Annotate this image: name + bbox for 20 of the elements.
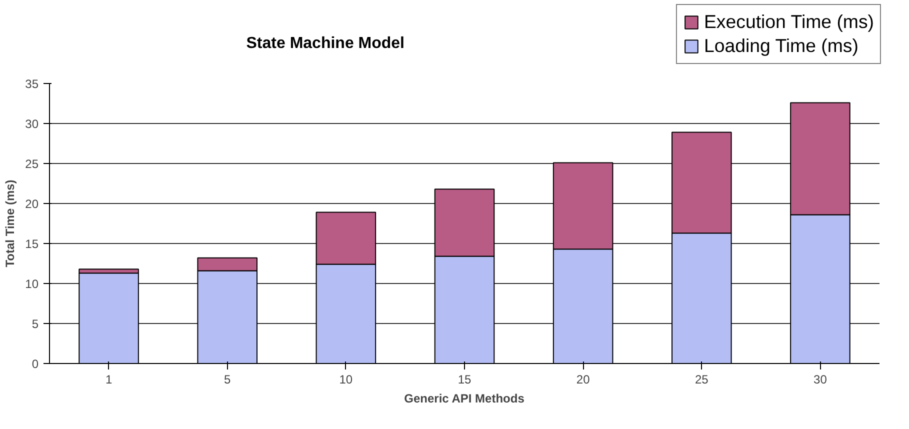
y-tick-label: 10 (25, 277, 39, 291)
y-tick-label: 15 (25, 237, 39, 251)
y-tick-label: 30 (25, 117, 39, 131)
x-tick-label: 25 (694, 372, 709, 386)
x-tick-label: 15 (458, 372, 472, 386)
y-axis-title: Total Time (ms) (3, 180, 18, 268)
y-tick-label: 25 (25, 157, 39, 171)
chart-title: State Machine Model (246, 34, 405, 52)
y-tick-label: 20 (25, 197, 39, 211)
y-tick-label: 35 (25, 77, 39, 91)
legend-label: Execution Time (ms) (704, 11, 874, 33)
x-tick-label: 30 (814, 372, 828, 386)
x-tick-label: 10 (339, 372, 353, 386)
x-tick-label: 20 (576, 372, 590, 386)
y-tick-label: 0 (32, 357, 39, 371)
y-tick-label: 5 (32, 317, 39, 331)
legend-label: Loading Time (ms) (704, 35, 858, 57)
x-axis-title: Generic API Methods (404, 392, 525, 406)
x-tick-label: 5 (224, 372, 232, 386)
x-tick-label: 1 (105, 372, 112, 386)
